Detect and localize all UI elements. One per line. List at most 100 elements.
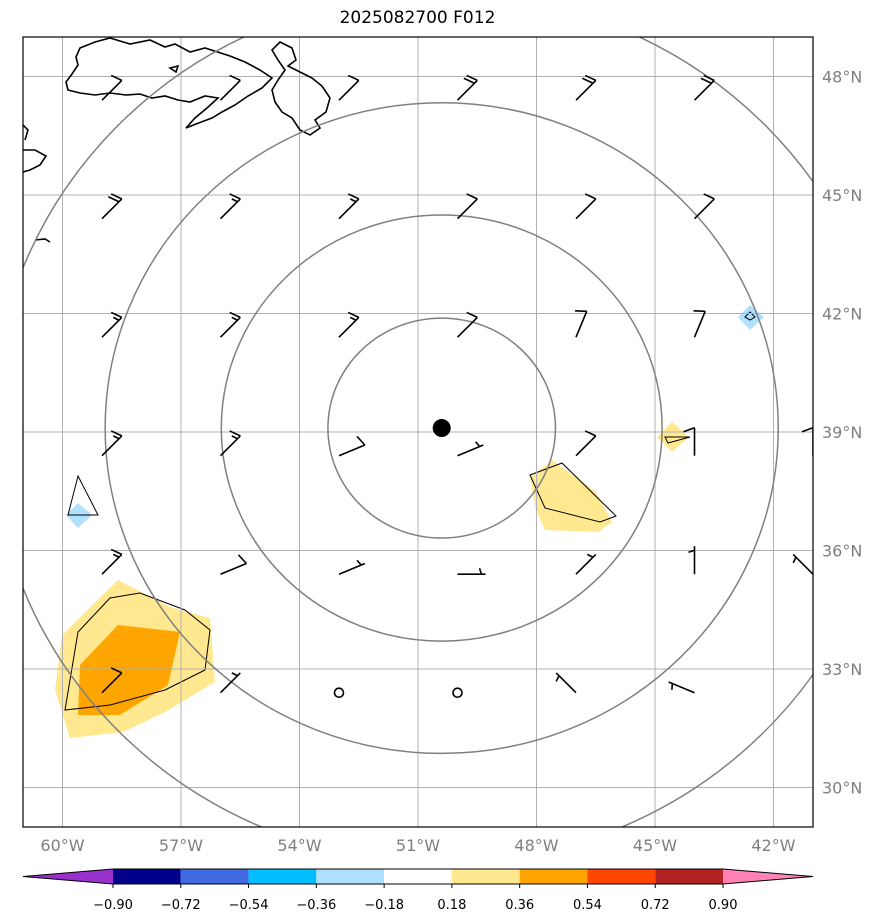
longitude-tick-labels: 60°W 57°W 54°W 51°W 48°W 45°W 42°W (40, 836, 795, 855)
colorbar-tick-label: −0.18 (364, 898, 404, 913)
range-rings (23, 37, 813, 827)
latitude-tick-label: 36°N (822, 542, 862, 561)
wind-barb (101, 74, 123, 101)
wind-barb (219, 193, 241, 220)
map-title: 2025082700 F012 (339, 8, 496, 28)
wind-barb (219, 672, 241, 694)
wind-barb (219, 430, 241, 457)
wind-barb (693, 193, 715, 220)
colorbar-tick-label: −0.90 (93, 898, 133, 913)
wind-barb (338, 74, 360, 101)
wind-barb (574, 310, 588, 338)
colorbar-tick-label: 0.90 (709, 898, 738, 913)
colorbar-segment (248, 869, 317, 884)
wind-barb (101, 430, 123, 457)
wind-barb (338, 311, 360, 338)
contour-line (64, 592, 211, 711)
colorbar-extend-high (723, 869, 813, 884)
wind-barb (101, 548, 123, 575)
latitude-tick-label: 30°N (822, 779, 862, 798)
colorbar-segment (180, 869, 249, 884)
wind-barb (575, 430, 597, 457)
wind-barb (688, 546, 696, 575)
wind-barb (792, 553, 813, 575)
contour-line (529, 462, 617, 523)
wind-barb (219, 311, 241, 338)
range-ring (327, 317, 557, 539)
colorbar-segment (316, 869, 385, 884)
contour-line (664, 436, 691, 444)
longitude-tick-label: 54°W (277, 836, 321, 855)
contour-line (67, 474, 99, 516)
wind-barb-calm (452, 687, 463, 699)
longitude-tick-label: 48°W (514, 836, 558, 855)
wind-barb (693, 310, 706, 338)
colorbar-tick-label: 0.18 (437, 898, 466, 913)
coastline (23, 37, 331, 243)
colorbar-segment (113, 869, 181, 884)
wind-barb (456, 193, 478, 220)
wind-barb (101, 311, 123, 338)
latitude-tick-label: 45°N (822, 186, 862, 205)
wind-barb (575, 553, 597, 575)
wind-barb (457, 441, 484, 457)
colorbar-tick-label: −0.36 (296, 898, 336, 913)
latitude-tick-label: 42°N (822, 305, 862, 324)
thin-contours (64, 311, 756, 711)
coastline-islet (168, 64, 180, 74)
colorbar: −0.90 −0.72 −0.54 −0.36 −0.18 0.18 0.36 0.54 0.7… (22, 868, 814, 913)
coastline-avalon (270, 41, 331, 136)
map-plot-area (23, 37, 813, 827)
wind-barb (338, 193, 360, 220)
wind-barb-calm (333, 687, 345, 699)
anomaly-shading (55, 305, 764, 738)
wind-barb (683, 426, 696, 456)
plot-frame (22, 36, 814, 828)
colorbar-segment (587, 869, 656, 884)
colorbar-segment (451, 869, 520, 884)
wind-barb (575, 74, 597, 101)
range-ring (104, 101, 779, 755)
wind-barb (338, 559, 366, 575)
latitude-tick-label: 48°N (822, 68, 862, 87)
colorbar-segment (519, 869, 588, 884)
coastline-newfoundland (65, 37, 274, 129)
longitude-tick-label: 57°W (159, 836, 203, 855)
range-ring (220, 214, 663, 642)
colorbar-tick-label: −0.54 (229, 898, 269, 913)
coastline-labrador (23, 149, 48, 173)
colorbar-tick-label: 0.72 (641, 898, 670, 913)
longitude-tick-label: 51°W (396, 836, 440, 855)
wind-barb (456, 74, 478, 101)
colorbar-tick-label: −0.72 (161, 898, 201, 913)
wind-barb (219, 74, 241, 101)
coastline-labrador-north (23, 124, 29, 141)
latitude-tick-label: 39°N (822, 423, 862, 442)
wind-barb (220, 554, 247, 575)
colorbar-tick-label: 0.36 (505, 898, 534, 913)
wind-barb (668, 681, 695, 694)
anomaly-area-negative-east (738, 305, 764, 330)
coastline-islet (34, 238, 51, 243)
longitude-tick-label: 42°W (751, 836, 795, 855)
colorbar-segment (384, 869, 452, 884)
colorbar-segment (655, 869, 723, 884)
wind-barb (338, 435, 366, 457)
grid-lines (23, 37, 813, 827)
latitude-tick-label: 33°N (822, 660, 862, 679)
wind-barb (457, 567, 486, 576)
wind-barb (555, 672, 577, 694)
storm-center-marker (432, 419, 451, 438)
wind-barbs (101, 74, 813, 699)
wind-barb (693, 74, 715, 101)
anomaly-area-positive-east (530, 460, 612, 532)
colorbar-tick-label: 0.54 (573, 898, 602, 913)
longitude-tick-label: 45°W (633, 836, 677, 855)
wind-barb (101, 193, 123, 220)
wind-barb (101, 667, 123, 694)
wind-barb (575, 193, 597, 220)
wind-barb (456, 311, 478, 338)
colorbar-extend-low (23, 869, 113, 884)
wind-barb (801, 426, 813, 456)
